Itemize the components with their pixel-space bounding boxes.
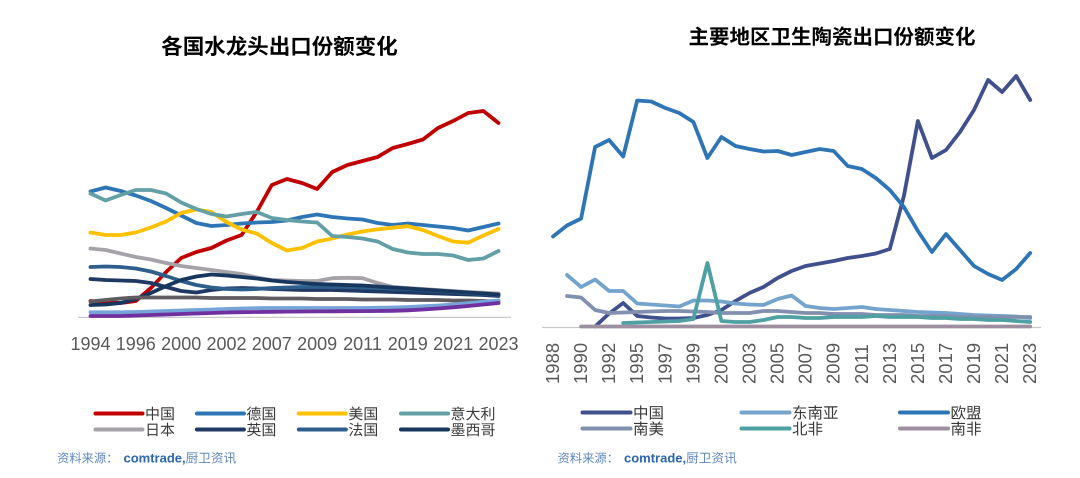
svg-text:2021: 2021 (991, 343, 1012, 384)
svg-text:2011: 2011 (851, 344, 872, 384)
svg-text:2019: 2019 (388, 334, 428, 354)
svg-text:2000: 2000 (161, 334, 201, 354)
svg-text:comtrade,: comtrade, (124, 451, 186, 466)
svg-text:2023: 2023 (478, 334, 518, 354)
svg-text:1990: 1990 (570, 343, 591, 384)
svg-text:1997: 1997 (654, 343, 675, 384)
svg-text:1992: 1992 (598, 343, 619, 384)
svg-text:2009: 2009 (823, 343, 844, 384)
svg-text:2001: 2001 (710, 343, 731, 384)
svg-text:2019: 2019 (963, 343, 984, 384)
svg-text:2007: 2007 (795, 343, 816, 384)
svg-text:2007: 2007 (252, 334, 292, 354)
svg-text:2017: 2017 (935, 343, 956, 384)
svg-text:2023: 2023 (1019, 343, 1040, 384)
svg-text:1996: 1996 (116, 334, 156, 354)
svg-text:2015: 2015 (907, 343, 928, 384)
svg-text:2003: 2003 (739, 343, 760, 384)
svg-text:2011: 2011 (343, 334, 382, 354)
svg-text:2009: 2009 (297, 334, 337, 354)
svg-text:2005: 2005 (767, 343, 788, 384)
svg-text:2013: 2013 (879, 343, 900, 384)
svg-text:1988: 1988 (542, 343, 563, 384)
svg-text:1995: 1995 (626, 343, 647, 384)
svg-text:comtrade,: comtrade, (624, 451, 686, 466)
svg-text:2021: 2021 (433, 334, 473, 354)
svg-text:1994: 1994 (70, 334, 110, 354)
svg-text:2002: 2002 (206, 334, 246, 354)
svg-text:1999: 1999 (682, 343, 703, 384)
